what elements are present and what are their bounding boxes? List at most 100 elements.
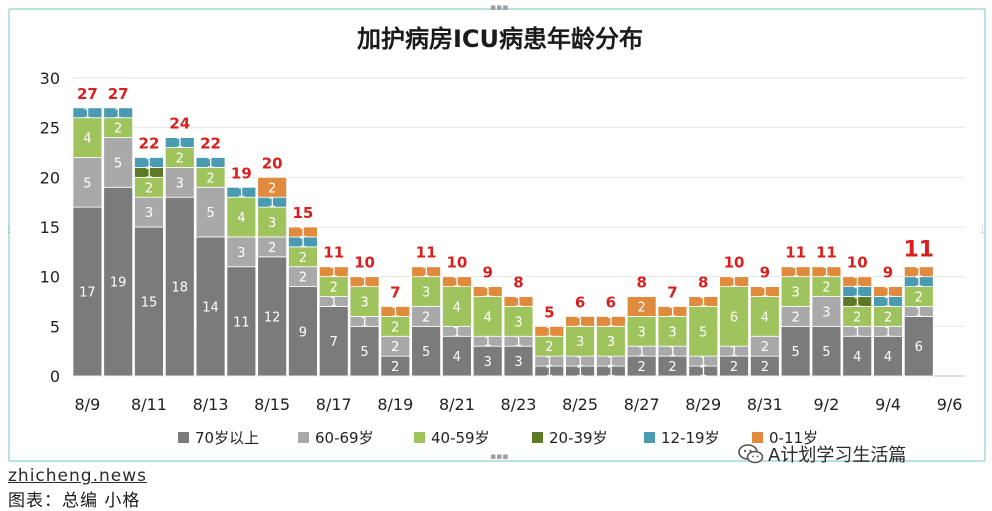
- bar-segment: [873, 286, 903, 297]
- total-value-label: 9: [883, 264, 893, 282]
- bar-stack: 3 1 3 1 8: [503, 274, 534, 377]
- bar-segment: [134, 226, 164, 377]
- bar-segment: [565, 315, 595, 327]
- watermark-site: zhicheng.news: [8, 466, 147, 486]
- bar-segment: [195, 186, 226, 238]
- x-tick-label: 9/6: [937, 395, 963, 414]
- bar-segment: [565, 325, 595, 357]
- bar-stack: 11 3 4 1 19: [226, 164, 257, 377]
- bar-segment: [134, 157, 164, 168]
- segment-value-label: 4: [761, 310, 769, 325]
- bar-segment: [164, 196, 195, 377]
- bar-segment: [318, 306, 349, 377]
- segment-value-label: 5: [791, 345, 799, 360]
- segment-value-label: 15: [141, 296, 158, 311]
- watermark-caption: 图表：总编 小格: [8, 491, 141, 511]
- segment-value-label: 3: [607, 335, 615, 350]
- segment-value-label: 1: [422, 266, 430, 281]
- segment-value-label: 12: [264, 310, 281, 325]
- segment-value-label: 1: [514, 335, 522, 350]
- legend-item: 40-59岁: [414, 429, 490, 447]
- legend-swatch: [414, 432, 425, 443]
- segment-value-label: 1: [206, 156, 214, 171]
- segment-value-label: 5: [83, 176, 91, 191]
- segment-value-label: 2: [915, 291, 923, 306]
- segment-value-label: 1: [545, 355, 553, 370]
- y-axis: 0 5 10 15 20 25 30: [40, 69, 60, 386]
- bar-segment: [103, 107, 134, 119]
- segment-value-label: 1: [638, 345, 646, 360]
- segment-value-label: 1: [576, 315, 584, 330]
- y-tick-label: 10: [40, 268, 60, 287]
- bar-segment: [442, 286, 472, 327]
- segment-value-label: 1: [853, 296, 861, 311]
- segment-value-label: 4: [484, 310, 492, 325]
- bar-segment: [164, 166, 195, 198]
- bar-segment: [288, 226, 318, 238]
- legend-swatch: [178, 432, 189, 443]
- bar-segment: [257, 256, 288, 377]
- bar-segment: [780, 266, 811, 278]
- x-tick-label: 8/9: [75, 395, 101, 414]
- bar-segment: [257, 176, 288, 198]
- segment-value-label: 2: [391, 360, 399, 375]
- total-value-label: 20: [262, 154, 283, 172]
- segment-value-label: 2: [791, 310, 799, 325]
- total-value-label: 9: [760, 264, 770, 282]
- segment-value-label: 1: [607, 355, 615, 370]
- legend-item: 12-19岁: [644, 429, 720, 447]
- segment-value-label: 9: [299, 325, 307, 340]
- frame-handle-left: ⋮: [4, 225, 13, 235]
- bar-segment: [442, 276, 472, 287]
- segment-value-label: 11: [233, 315, 250, 330]
- bar-segment: [780, 276, 811, 307]
- bar-segment: [380, 306, 411, 317]
- bar-segment: [134, 196, 164, 228]
- legend-label: 20-39岁: [549, 429, 608, 447]
- bar-segment: [195, 157, 226, 168]
- segment-value-label: 1: [699, 365, 707, 380]
- legend-item: 60-69岁: [298, 429, 374, 447]
- legend-label: 70岁以上: [195, 429, 259, 447]
- segment-value-label: 3: [484, 355, 492, 370]
- segment-value-label: 1: [853, 286, 861, 301]
- segment-value-label: 3: [176, 176, 184, 191]
- segment-value-label: 7: [330, 335, 338, 350]
- segment-value-label: 4: [453, 350, 461, 365]
- segment-value-label: 1: [791, 266, 799, 281]
- segment-value-label: 2: [391, 320, 399, 335]
- segment-value-label: 1: [668, 305, 676, 320]
- segment-value-label: 1: [607, 365, 615, 380]
- segment-value-label: 2: [268, 181, 276, 196]
- total-value-label: 5: [544, 303, 554, 321]
- segment-value-label: 2: [268, 241, 276, 256]
- total-value-label: 22: [200, 134, 221, 152]
- segment-value-label: 1: [299, 226, 307, 241]
- segment-value-label: 1: [268, 196, 276, 211]
- bar-stack: 17 5 4 1 27: [72, 85, 103, 377]
- bar-segment: [626, 315, 657, 347]
- bar-stack: 5 1 3 1 10: [349, 254, 380, 377]
- segment-value-label: 17: [79, 286, 96, 301]
- bar-segment: [472, 345, 503, 377]
- total-value-label: 27: [77, 85, 98, 103]
- segment-value-label: 1: [360, 315, 368, 330]
- legend-label: 60-69岁: [315, 429, 374, 447]
- total-value-label: 11: [816, 244, 837, 262]
- total-value-label: 9: [482, 264, 492, 282]
- legend-swatch: [644, 432, 655, 443]
- segment-value-label: 6: [730, 310, 738, 325]
- segment-value-label: 1: [299, 236, 307, 251]
- y-tick-label: 20: [40, 168, 60, 187]
- bar-segment: [903, 266, 934, 278]
- segment-value-label: 1: [730, 276, 738, 291]
- bar-segment: [719, 286, 749, 347]
- segment-value-label: 5: [114, 156, 122, 171]
